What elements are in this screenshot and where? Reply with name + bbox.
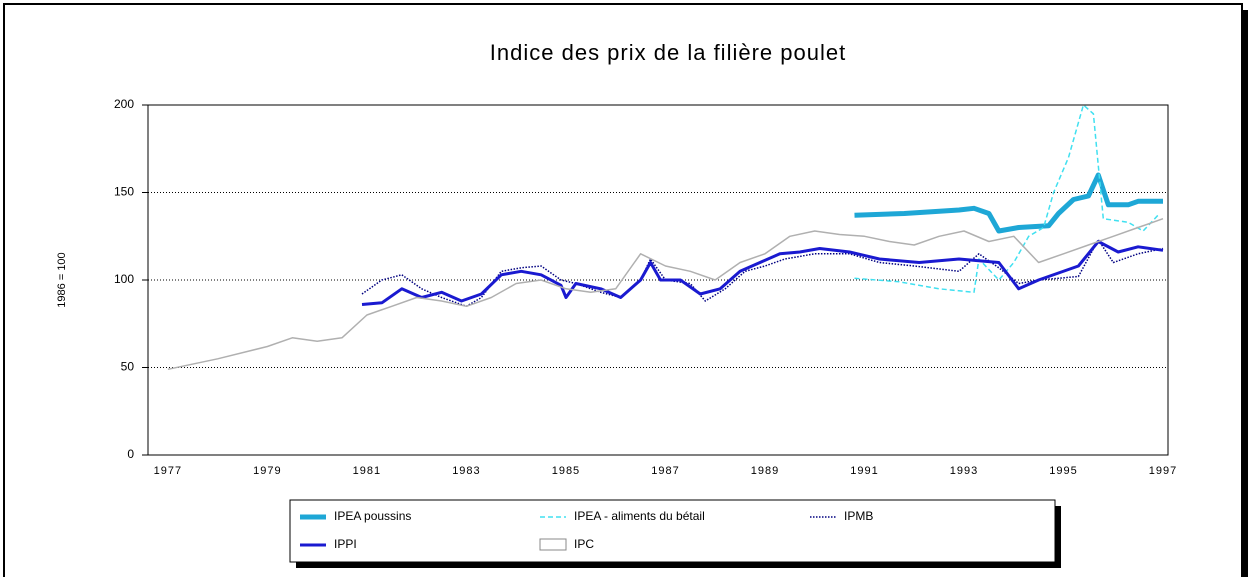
x-tick-label: 1985 [552,465,580,477]
x-tick-label: 1977 [154,465,182,477]
y-axis-label: 1986 = 100 [56,252,68,307]
legend [289,499,1056,563]
legend-label: IPPI [334,537,357,551]
y-tick-label: 0 [127,447,134,461]
x-tick-label: 1987 [651,465,679,477]
series-line [854,172,1163,234]
series-line [167,217,1164,371]
x-tick-label: 1995 [1049,465,1077,477]
chart-title: Indice des prix de la filière poulet [490,40,846,65]
frame [3,3,1243,577]
y-tick-label: 150 [114,185,134,199]
legend-label: IPEA - aliments du bétail [574,509,705,523]
legend-label: IPEA poussins [334,509,411,523]
legend-label: IPC [574,537,594,551]
x-tick-label: 1993 [950,465,978,477]
y-tick-label: 100 [114,272,134,286]
x-tick-label: 1997 [1149,465,1177,477]
series-line [361,240,1164,306]
x-tick-label: 1991 [850,465,878,477]
plot-area [147,104,1169,456]
y-tick-label: 200 [114,97,134,111]
x-tick-label: 1983 [452,465,480,477]
x-tick-label: 1981 [353,465,381,477]
series-line [361,239,1164,308]
x-tick-label: 1989 [751,465,779,477]
series-line [854,104,1159,294]
legend-swatch [539,538,567,551]
legend-label: IPMB [844,509,873,523]
y-tick-label: 50 [121,360,135,374]
x-tick-label: 1979 [253,465,281,477]
